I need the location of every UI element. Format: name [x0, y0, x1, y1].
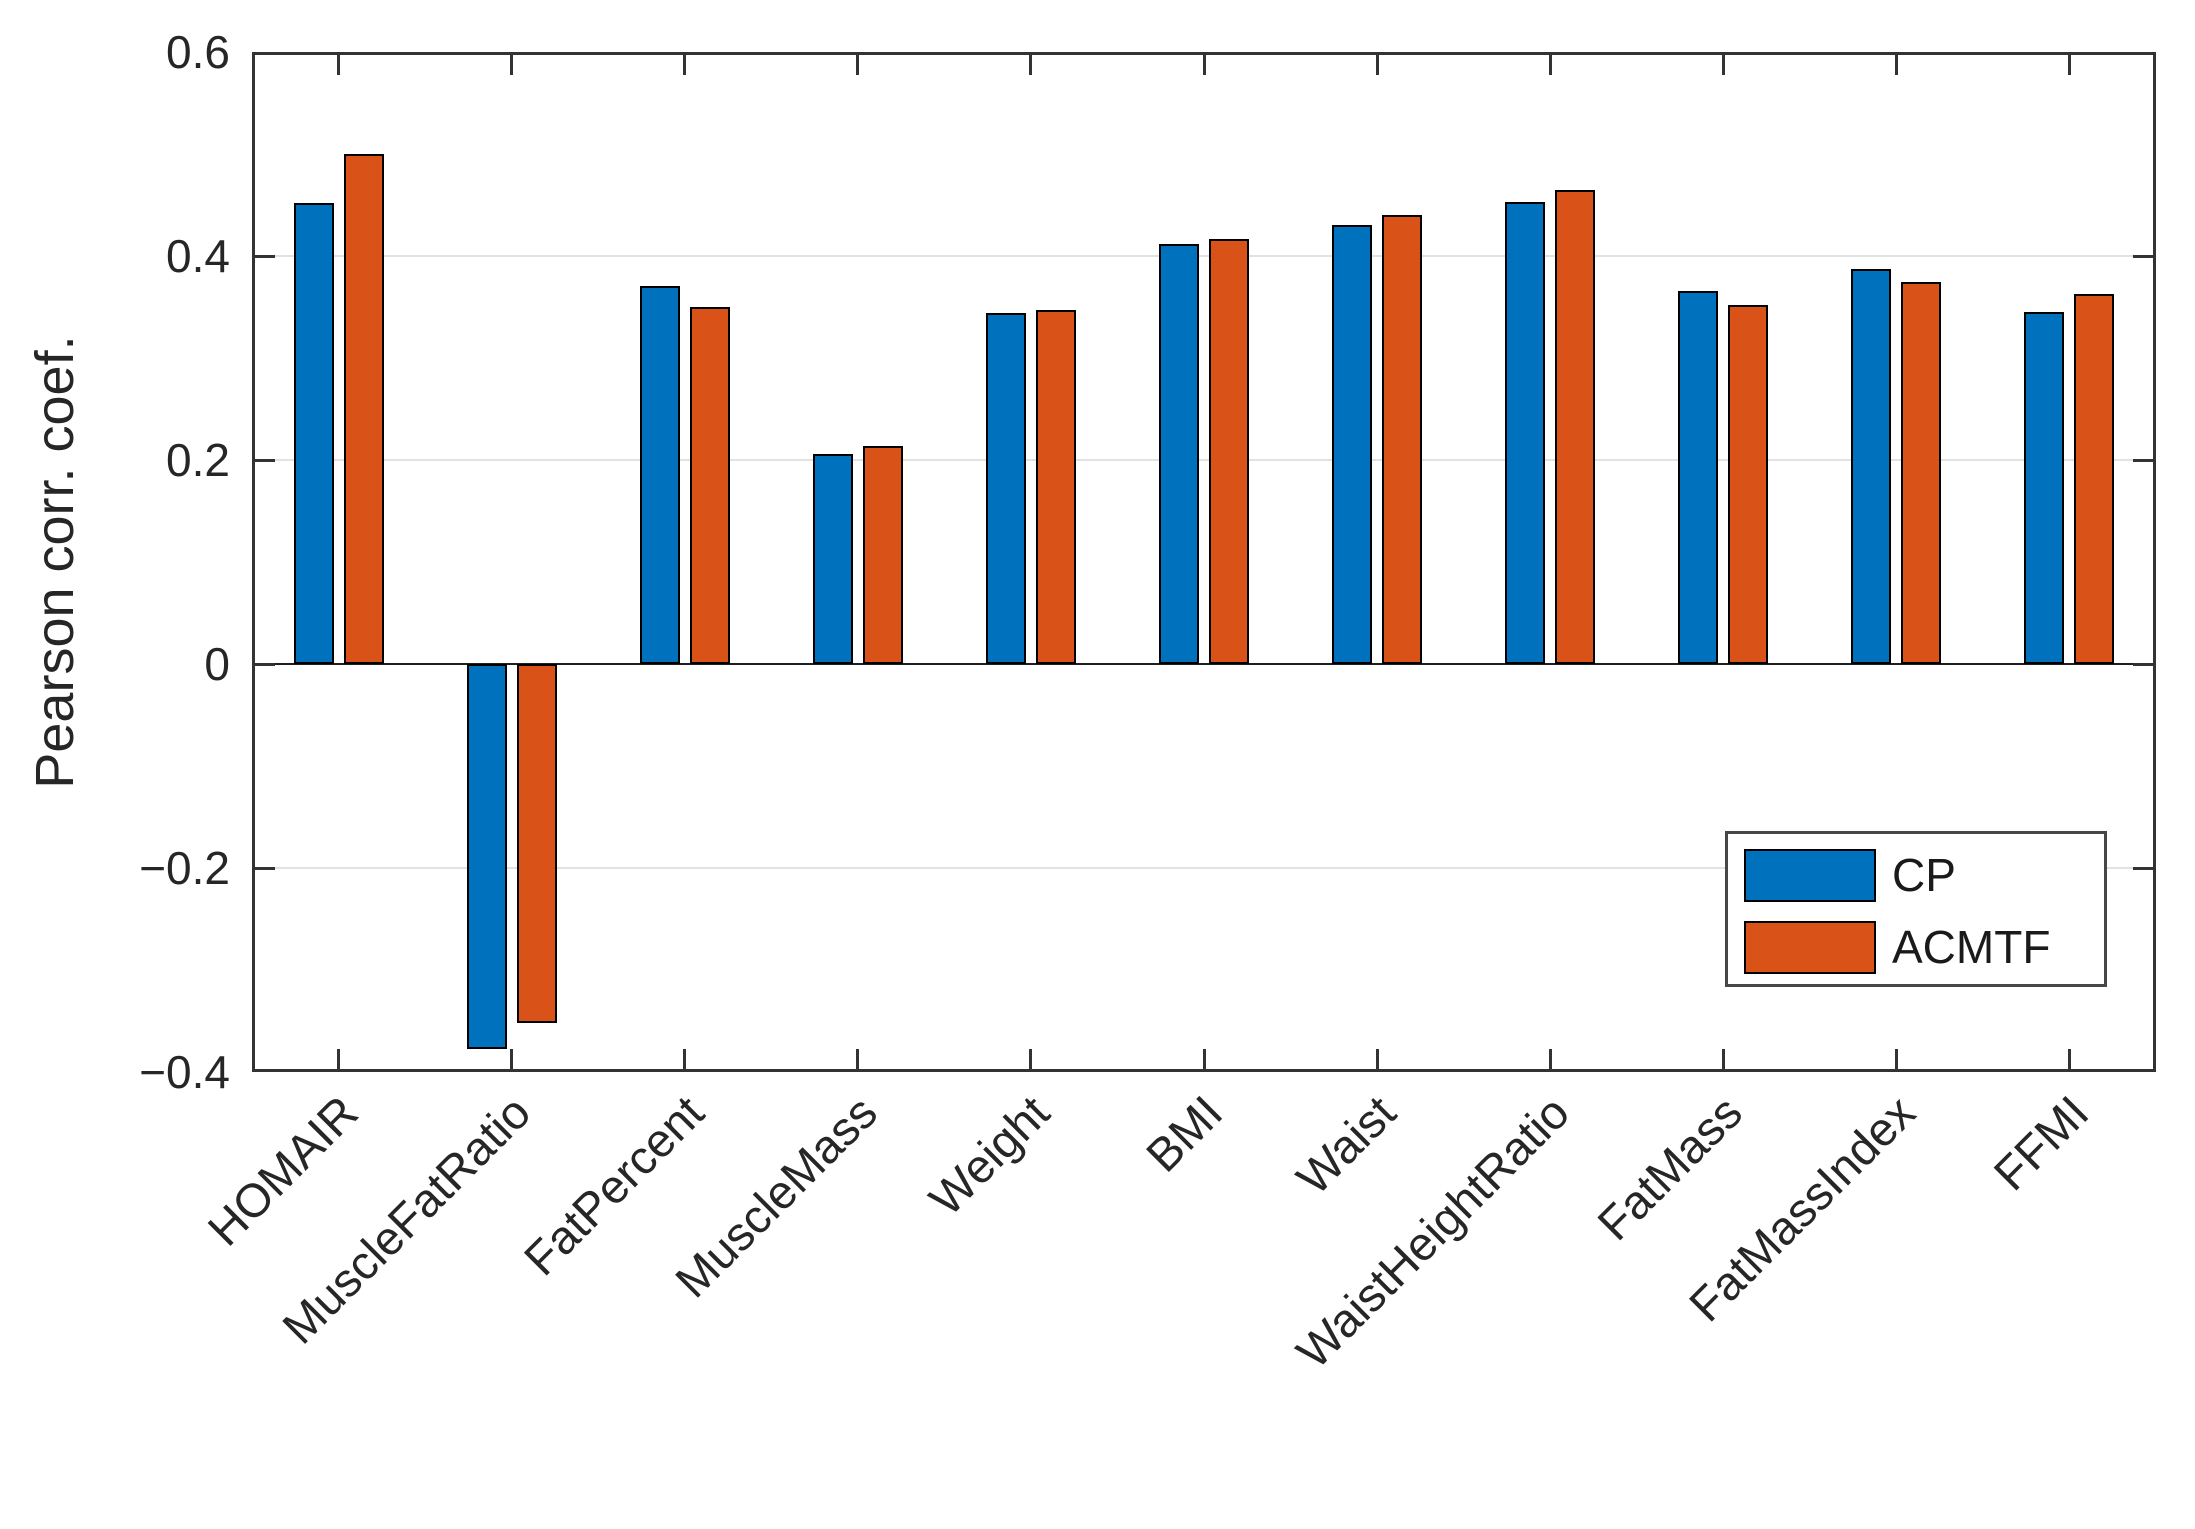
y-tick-left [255, 254, 275, 258]
gridline-y-0.2 [255, 459, 2153, 461]
bar-FatMassIndex-ACMTF [1901, 281, 1942, 664]
y-tick-label: 0.6 [166, 26, 230, 78]
bar-Waist-CP [1332, 225, 1373, 664]
bar-FFMI-ACMTF [2074, 293, 2115, 664]
y-tick-left [255, 866, 275, 870]
x-tick-label: FFMI [1983, 1085, 2099, 1201]
x-tick-label: Waist [1286, 1085, 1406, 1205]
bar-BMI-ACMTF [1209, 238, 1249, 664]
x-tick-bottom [2067, 1049, 2071, 1069]
x-tick-bottom [1548, 1049, 1552, 1069]
y-tick-right [2133, 662, 2153, 666]
bar-Weight-ACMTF [1035, 310, 1076, 664]
y-tick-left [255, 458, 275, 462]
x-tick-label: FatMass [1587, 1085, 1753, 1251]
bar-WaistHeightRatio-CP [1505, 201, 1546, 664]
x-tick-bottom [1029, 1049, 1033, 1069]
x-tick-bottom [1894, 1049, 1898, 1069]
bar-FatPercent-ACMTF [689, 307, 730, 664]
x-tick-top [337, 55, 341, 75]
x-tick-bottom [1202, 1049, 1206, 1069]
bar-MuscleMass-ACMTF [862, 445, 903, 664]
y-tick-label: 0 [204, 638, 230, 690]
bar-Waist-ACMTF [1382, 215, 1423, 664]
y-tick-right [2133, 866, 2153, 870]
x-tick-top [856, 55, 860, 75]
legend-swatch-acmtf [1744, 921, 1876, 974]
x-tick-bottom [1375, 1049, 1379, 1069]
y-tick-right [2133, 458, 2153, 462]
x-tick-top [1202, 55, 1206, 75]
bar-FatMass-CP [1678, 290, 1719, 664]
y-tick-label: 0.4 [166, 230, 230, 282]
legend-label-acmtf: ACMTF [1892, 921, 2051, 973]
bar-FatMassIndex-CP [1851, 269, 1892, 664]
x-tick-top [1721, 55, 1725, 75]
bar-FatMass-ACMTF [1728, 304, 1769, 664]
x-tick-top [683, 55, 687, 75]
x-tick-bottom [856, 1049, 860, 1069]
legend-swatch-cp [1744, 849, 1876, 902]
x-tick-top [2067, 55, 2071, 75]
zero-baseline [255, 663, 2153, 665]
legend-label-cp: CP [1892, 849, 1956, 901]
x-tick-label: Weight [919, 1085, 1060, 1226]
x-tick-top [1375, 55, 1379, 75]
y-tick-label: −0.2 [139, 842, 230, 894]
x-tick-label: HOMAIR [196, 1085, 368, 1256]
bar-HOMAIR-ACMTF [343, 154, 384, 664]
x-tick-top [1029, 55, 1033, 75]
x-tick-bottom [510, 1049, 514, 1069]
gridline-y--0.2 [255, 867, 2153, 869]
y-tick-left [255, 662, 275, 666]
y-tick-label: 0.2 [166, 434, 230, 486]
x-tick-bottom [683, 1049, 687, 1069]
bar-BMI-CP [1159, 243, 1199, 664]
bar-MuscleFatRatio-CP [466, 664, 507, 1049]
x-tick-label: BMI [1136, 1085, 1233, 1182]
x-tick-top [510, 55, 514, 75]
bar-FFMI-CP [2024, 312, 2065, 664]
bar-HOMAIR-CP [293, 202, 334, 664]
bar-FatPercent-CP [639, 285, 680, 664]
gridline-y-0.4 [255, 255, 2153, 257]
x-tick-top [1894, 55, 1898, 75]
bar-MuscleFatRatio-ACMTF [516, 664, 557, 1024]
y-axis-label: Pearson corr. coef. [25, 335, 85, 789]
legend: CP ACMTF [1725, 831, 2107, 987]
bar-WaistHeightRatio-ACMTF [1555, 189, 1596, 664]
x-tick-bottom [1721, 1049, 1725, 1069]
y-tick-label: −0.4 [139, 1046, 230, 1098]
bar-MuscleMass-CP [812, 453, 853, 664]
bar-Weight-CP [985, 313, 1026, 664]
y-tick-right [2133, 254, 2153, 258]
x-tick-top [1548, 55, 1552, 75]
x-tick-bottom [337, 1049, 341, 1069]
